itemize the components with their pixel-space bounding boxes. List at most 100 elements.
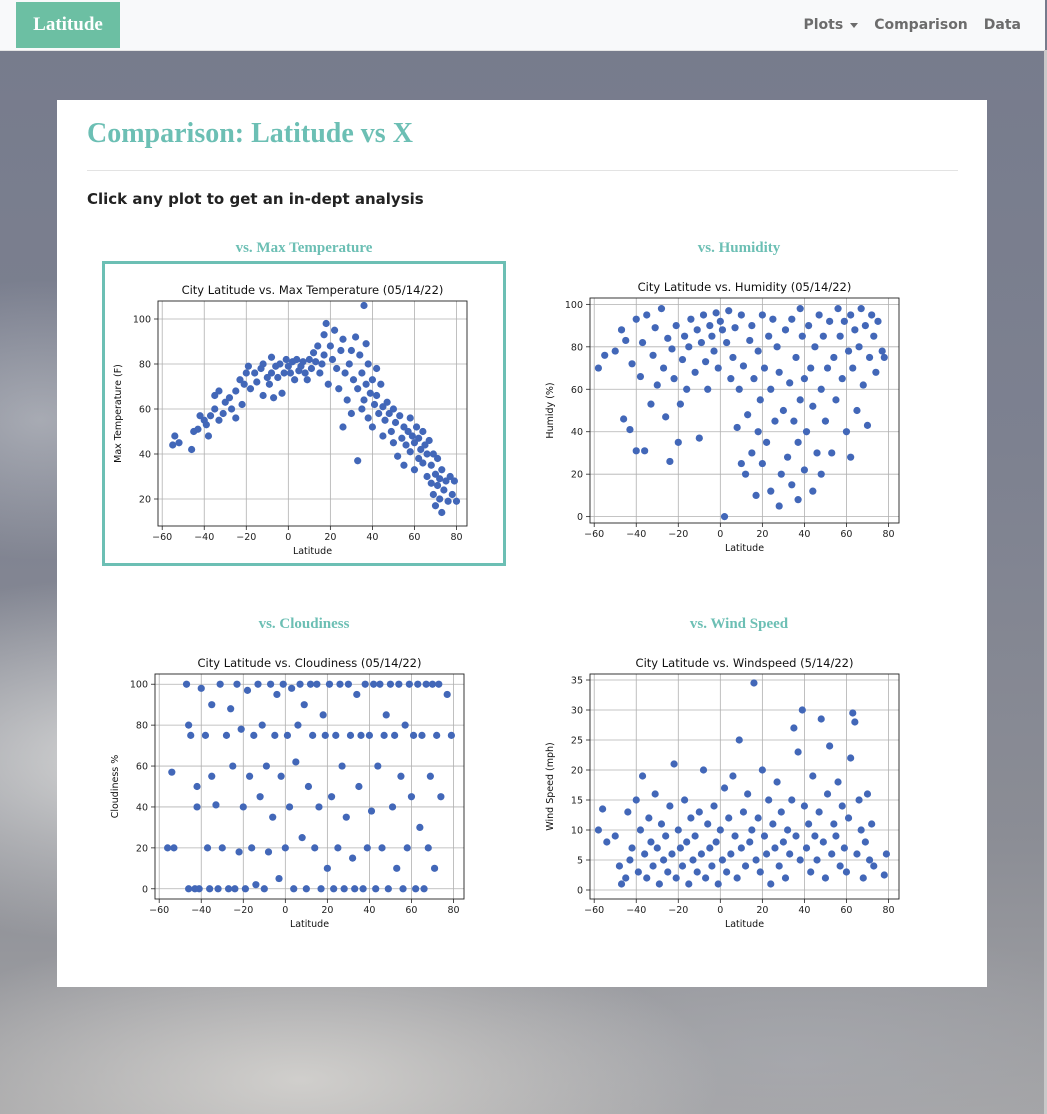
data-point: [415, 454, 423, 463]
data-point: [842, 428, 851, 436]
data-point: [317, 885, 325, 893]
plot-humidity[interactable]: −60 −40 −20 0 20 40 60 80 0 20 40 60 80 100 City Latit…: [537, 261, 941, 566]
data-point: [222, 731, 231, 739]
x-tick-label: 20: [756, 529, 768, 540]
data-point: [641, 850, 649, 858]
data-point: [291, 376, 299, 384]
data-point: [400, 461, 408, 469]
data-point: [706, 321, 714, 330]
data-point: [387, 427, 395, 436]
data-point: [767, 880, 775, 888]
data-point: [197, 684, 205, 692]
data-point: [712, 838, 720, 846]
data-point: [239, 803, 247, 811]
data-point: [657, 305, 666, 313]
axes-frame: [154, 673, 465, 900]
divider: [87, 170, 958, 171]
data-point: [376, 680, 384, 688]
chart-max-temperature: −60 −40 −20 0 20 40 60 80 20 40 60 80 100 City Latitu…: [113, 283, 468, 557]
data-point: [382, 711, 390, 719]
data-point: [175, 439, 183, 447]
data-point: [617, 880, 626, 888]
data-point: [171, 432, 179, 440]
y-tick-label: 100: [130, 680, 148, 691]
data-point: [865, 856, 874, 864]
data-point: [739, 808, 748, 816]
data-point: [339, 423, 347, 431]
data-point: [775, 502, 783, 510]
data-point: [340, 885, 348, 893]
y-tick-label: 30: [571, 706, 583, 717]
plot-wind-speed[interactable]: −60 −40 −20 0 20 40 60 80 0 5 10 15 20 25 30 35 City Lat…: [537, 637, 941, 942]
nav-comparison-link[interactable]: Comparison: [874, 17, 968, 33]
data-point: [659, 364, 668, 372]
chart-title: City Latitude vs. Cloudiness (05/14/22): [198, 656, 422, 670]
gridlines: [158, 301, 467, 526]
nav-data-link[interactable]: Data: [983, 17, 1021, 33]
plot-max-temperature[interactable]: −60 −40 −20 0 20 40 60 80 20 40 60 80 100 City Latitu…: [102, 261, 506, 566]
data-point: [840, 317, 848, 325]
data-point: [362, 380, 370, 388]
data-point: [168, 768, 176, 776]
brand-link[interactable]: Latitude: [16, 2, 120, 48]
x-tick-label: 80: [447, 905, 459, 916]
data-point: [748, 449, 756, 457]
data-point: [196, 412, 204, 420]
data-point: [243, 686, 252, 694]
data-point: [710, 347, 718, 355]
y-tick-label: 20: [571, 766, 583, 777]
data-point: [301, 369, 309, 377]
data-point: [739, 362, 748, 370]
data-point: [649, 862, 657, 870]
data-point: [427, 461, 435, 469]
x-tick-label: 80: [882, 529, 894, 540]
data-point: [400, 423, 408, 431]
data-points: [164, 680, 455, 893]
plot-cloudiness[interactable]: −60 −40 −20 0 20 40 60 80 0 20 40 60 80 100 City Latit…: [102, 637, 506, 942]
data-point: [830, 353, 838, 362]
y-tick-label: 100: [565, 300, 583, 311]
data-point: [332, 731, 340, 739]
data-point: [219, 409, 227, 418]
data-point: [353, 690, 361, 699]
data-point: [834, 305, 842, 313]
data-point: [227, 705, 235, 713]
scrollbar[interactable]: [1044, 50, 1047, 1114]
data-point: [251, 369, 259, 377]
data-point: [678, 355, 687, 364]
data-point: [813, 449, 821, 457]
data-point: [374, 762, 382, 770]
data-point: [775, 368, 783, 376]
data-point: [624, 808, 632, 816]
data-point: [264, 848, 273, 856]
data-point: [800, 375, 809, 383]
y-tick-label: 20: [139, 495, 151, 506]
data-point: [794, 438, 802, 446]
data-point: [626, 426, 634, 434]
data-point: [687, 814, 695, 822]
data-point: [324, 380, 332, 388]
data-point: [236, 376, 244, 384]
data-point: [419, 427, 427, 436]
y-tick-label: 20: [571, 470, 583, 481]
nav-plots-dropdown[interactable]: Plots: [804, 17, 859, 33]
data-point: [786, 379, 794, 387]
data-point: [252, 881, 260, 889]
data-point: [737, 311, 745, 319]
page-subtitle: Click any plot to get an in-dept analysi…: [87, 190, 424, 208]
data-point: [758, 459, 766, 468]
y-tick-label: 80: [139, 360, 151, 371]
data-point: [752, 491, 760, 500]
y-tick-label: 0: [577, 512, 583, 523]
data-point: [318, 360, 326, 368]
data-point: [274, 373, 282, 382]
data-point: [855, 796, 863, 804]
data-point: [750, 375, 758, 383]
data-point: [710, 802, 718, 810]
data-point: [267, 353, 276, 361]
y-tick-label: 60: [571, 385, 583, 396]
data-point: [448, 490, 456, 499]
data-point: [697, 338, 706, 347]
data-point: [790, 417, 798, 425]
data-point: [450, 477, 458, 485]
